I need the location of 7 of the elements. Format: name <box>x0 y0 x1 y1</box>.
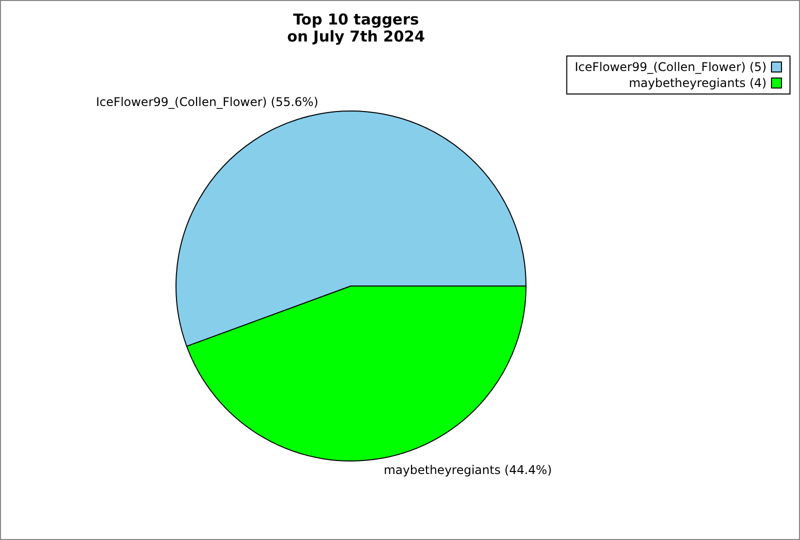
category-label: maybetheyregiants (44.4%) <box>384 463 552 478</box>
legend-label: maybetheyregiants <box>628 76 746 90</box>
text: (5) <box>750 60 766 74</box>
category-label: IceFlower99_(Collen_Flower) (55.6%) <box>96 94 318 109</box>
legend-label: IceFlower99_(Collen_Flower) <box>574 60 746 74</box>
chart-title: Top 10 taggers on July 7th 2024 <box>287 10 425 46</box>
text: (4) <box>750 76 766 90</box>
